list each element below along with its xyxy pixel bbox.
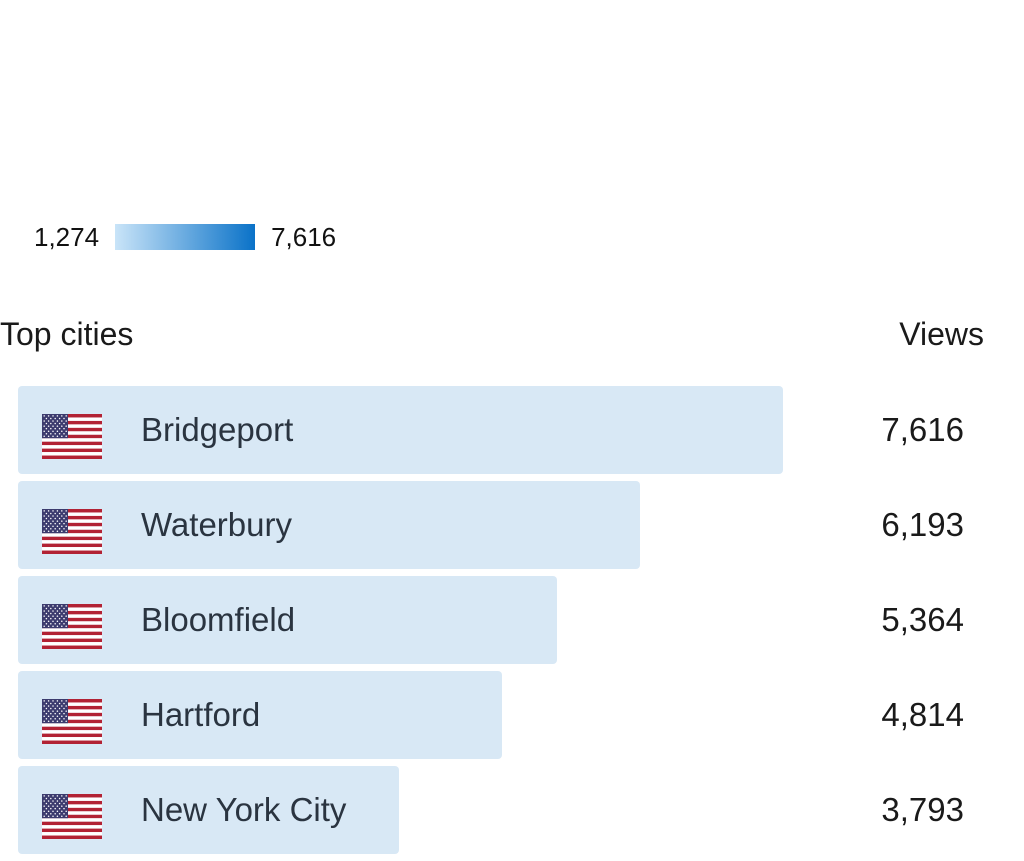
city-name: Bloomfield: [141, 601, 296, 638]
legend-min-label: 1,274: [34, 222, 100, 252]
city-name: Hartford: [141, 696, 261, 733]
city-row: Bridgeport 7,616: [18, 386, 984, 474]
views-bar: [18, 386, 783, 474]
views-value: 4,814: [881, 696, 964, 733]
city-row: Waterbury 6,193: [18, 481, 984, 569]
views-value: 6,193: [881, 506, 964, 543]
city-row: New York City 3,793: [18, 766, 984, 854]
us-flag-icon: [42, 509, 102, 554]
city-name: Bridgeport: [141, 411, 294, 448]
views-value: 7,616: [881, 411, 964, 448]
color-scale-legend: 1,274 7,616: [34, 221, 336, 253]
us-flag-icon: [42, 604, 102, 649]
city-name: New York City: [141, 791, 347, 828]
city-name: Waterbury: [141, 506, 292, 543]
us-flag-icon: [42, 794, 102, 839]
views-bar: [18, 576, 557, 664]
views-value: 3,793: [881, 791, 964, 828]
legend-max-label: 7,616: [271, 222, 337, 252]
table-header: Top cities Views: [0, 312, 984, 356]
us-flag-icon: [42, 414, 102, 459]
us-flag-icon: [42, 699, 102, 744]
views-value: 5,364: [881, 601, 964, 638]
legend-gradient: [115, 224, 256, 250]
views-bar: [18, 481, 640, 569]
city-list: Bridgeport 7,616 Waterbury 6,193 Bloomfield 5…: [18, 386, 984, 861]
city-row: Bloomfield 5,364: [18, 576, 984, 664]
city-row: Hartford 4,814: [18, 671, 984, 759]
views-column-header: Views: [899, 316, 984, 352]
page-title: Top cities: [0, 316, 134, 352]
